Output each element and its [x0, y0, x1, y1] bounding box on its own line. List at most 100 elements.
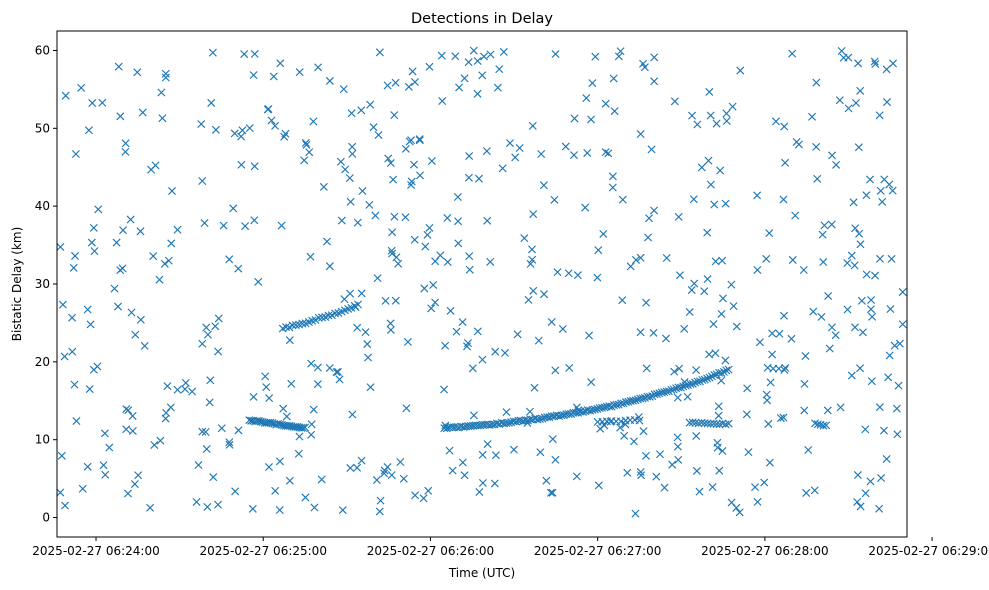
- detection-point: [285, 476, 294, 485]
- detection-point: [626, 262, 635, 271]
- detection-point: [425, 62, 434, 71]
- detection-point: [364, 353, 373, 362]
- detection-point: [475, 487, 484, 496]
- detection-point: [70, 380, 79, 389]
- detection-point: [452, 327, 461, 336]
- detection-point: [57, 451, 66, 460]
- detection-point: [679, 382, 688, 391]
- detection-point: [621, 398, 630, 407]
- detection-point: [241, 222, 250, 231]
- detection-point: [105, 443, 114, 452]
- detection-point: [202, 445, 211, 454]
- detection-point: [201, 427, 210, 437]
- detection-point: [780, 365, 789, 374]
- detection-point: [735, 508, 744, 517]
- detection-point: [302, 140, 311, 149]
- detection-point: [269, 72, 278, 81]
- detection-point: [173, 225, 182, 234]
- detection-point: [683, 392, 692, 401]
- detection-point: [662, 387, 671, 396]
- detection-point: [478, 450, 487, 459]
- detection-point: [131, 330, 140, 339]
- detection-point: [601, 99, 610, 108]
- detection-point: [128, 411, 137, 420]
- detection-point: [339, 85, 348, 94]
- detection-point: [561, 142, 570, 151]
- detection-point: [635, 416, 644, 425]
- detection-point: [490, 479, 499, 488]
- detection-point: [760, 478, 769, 487]
- detection-point: [453, 192, 462, 202]
- detection-point: [629, 396, 638, 405]
- detection-point: [353, 323, 362, 332]
- detection-point: [217, 424, 226, 433]
- detection-point: [209, 473, 218, 482]
- data-points: [56, 46, 907, 518]
- detection-point: [585, 331, 594, 340]
- detection-point: [101, 470, 110, 479]
- detection-point: [709, 320, 718, 329]
- detection-point: [808, 112, 817, 121]
- detection-point: [631, 255, 640, 264]
- detection-point: [440, 385, 449, 394]
- detection-point: [394, 259, 403, 268]
- detection-point: [58, 300, 67, 309]
- detection-point: [136, 227, 145, 236]
- y-tick-label: 50: [35, 121, 50, 135]
- detection-point: [60, 352, 69, 361]
- detection-point: [384, 154, 393, 163]
- detection-point: [779, 195, 788, 204]
- detection-point: [857, 296, 866, 305]
- detection-point: [856, 86, 865, 95]
- detection-point: [149, 252, 158, 261]
- detection-point: [68, 347, 77, 356]
- detection-point: [515, 144, 524, 153]
- detection-point: [893, 430, 902, 439]
- detection-point: [714, 402, 723, 411]
- detection-point: [883, 98, 892, 107]
- detection-point: [390, 212, 399, 221]
- detection-point: [346, 197, 355, 206]
- detection-point: [692, 432, 701, 441]
- detection-point: [203, 330, 212, 339]
- detection-point: [876, 186, 885, 195]
- detection-point: [721, 199, 730, 208]
- detection-point: [441, 341, 450, 350]
- detection-point: [885, 351, 894, 360]
- detection-point: [420, 284, 429, 293]
- detection-point: [396, 457, 405, 467]
- detection-point: [742, 410, 751, 419]
- detection-point: [776, 414, 785, 423]
- detection-point: [265, 394, 274, 403]
- detection-point: [249, 392, 258, 401]
- detection-point: [345, 174, 354, 183]
- detection-point: [454, 239, 463, 248]
- detection-point: [383, 463, 392, 472]
- detection-point: [670, 97, 679, 106]
- detection-point: [847, 371, 856, 380]
- detection-point: [336, 157, 345, 166]
- detection-point: [211, 322, 220, 331]
- detection-point: [160, 259, 169, 268]
- detection-point: [765, 229, 774, 238]
- detection-point: [616, 47, 625, 56]
- detection-point: [715, 466, 724, 475]
- detection-point: [765, 458, 774, 467]
- detection-point: [391, 78, 400, 87]
- detection-point: [299, 423, 308, 432]
- detection-point: [119, 226, 128, 235]
- detection-point: [601, 148, 610, 157]
- detection-point: [116, 266, 125, 275]
- detection-point: [386, 319, 395, 328]
- detection-point: [254, 277, 263, 286]
- detection-point: [641, 451, 650, 460]
- detection-point: [732, 322, 741, 331]
- detection-point: [875, 111, 884, 120]
- detection-point: [631, 509, 640, 518]
- detection-point: [717, 376, 726, 385]
- detection-point: [692, 366, 701, 375]
- detection-point: [853, 497, 862, 506]
- detection-point: [594, 481, 603, 490]
- y-tick-label: 0: [42, 511, 50, 525]
- detection-point: [619, 399, 628, 408]
